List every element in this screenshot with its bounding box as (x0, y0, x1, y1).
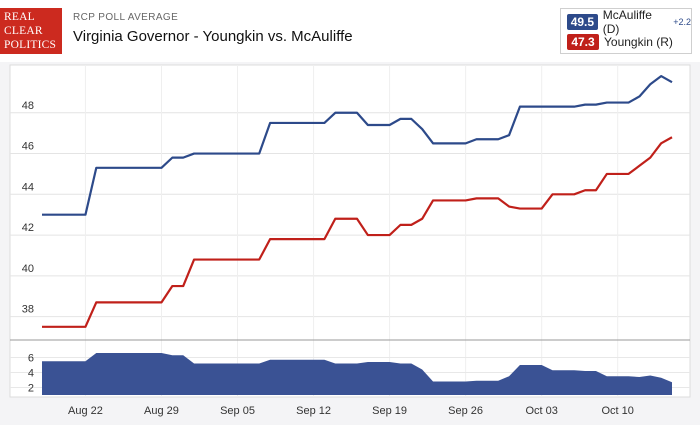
x-tick-label: Aug 29 (144, 405, 179, 417)
plot-background (9, 64, 691, 398)
series-line-mcauliffe (42, 74, 673, 216)
x-tick-label: Sep 12 (296, 405, 331, 417)
legend-label: McAuliffe (D) (602, 8, 652, 36)
realclearpolitics-logo[interactable]: REAL CLEAR POLITICS (0, 8, 62, 54)
legend-value-badge: 47.3 (567, 34, 599, 50)
spread-y-tick-label: 6 (28, 353, 34, 365)
y-tick-label: 42 (22, 222, 34, 234)
x-tick-label: Sep 19 (372, 405, 407, 417)
y-tick-label: 40 (22, 263, 34, 275)
legend: 49.5 McAuliffe (D) +2.2 47.3 Youngkin (R… (560, 8, 692, 54)
header: REAL CLEAR POLITICS RCP POLL AVERAGE Vir… (0, 0, 700, 62)
spread-y-tick-label: 4 (28, 368, 34, 380)
spread-value: +2.2 (673, 17, 691, 27)
spread-area (42, 353, 672, 395)
x-tick-label: Oct 10 (601, 405, 633, 417)
legend-item-youngkin[interactable]: 47.3 Youngkin (R) (567, 33, 673, 51)
x-tick-label: Sep 26 (448, 405, 483, 417)
x-tick-label: Aug 22 (68, 405, 103, 417)
series-line-youngkin (42, 136, 673, 328)
legend-value-badge: 49.5 (567, 14, 598, 30)
logo-line-3: POLITICS (4, 39, 57, 51)
legend-item-mcauliffe[interactable]: 49.5 McAuliffe (D) +2.2 (567, 8, 691, 36)
y-tick-label: 44 (22, 181, 34, 193)
logo-line-1: REAL (4, 11, 35, 23)
logo-line-2: CLEAR (4, 25, 43, 37)
y-tick-label: 38 (22, 304, 34, 316)
y-tick-label: 46 (22, 141, 34, 153)
chart-area: 38 40 42 44 46 48 Aug 22 Aug 29 Sep 05 Sep 12 Sep … (0, 62, 700, 425)
y-tick-label: 48 (22, 100, 34, 112)
chart-supertitle: RCP POLL AVERAGE (73, 12, 179, 23)
legend-label: Youngkin (R) (604, 35, 673, 49)
spread-y-tick-label: 2 (28, 383, 34, 395)
chart-title: Virginia Governor - Youngkin vs. McAulif… (73, 28, 353, 45)
x-tick-label: Sep 05 (220, 405, 255, 417)
x-tick-label: Oct 03 (525, 405, 557, 417)
